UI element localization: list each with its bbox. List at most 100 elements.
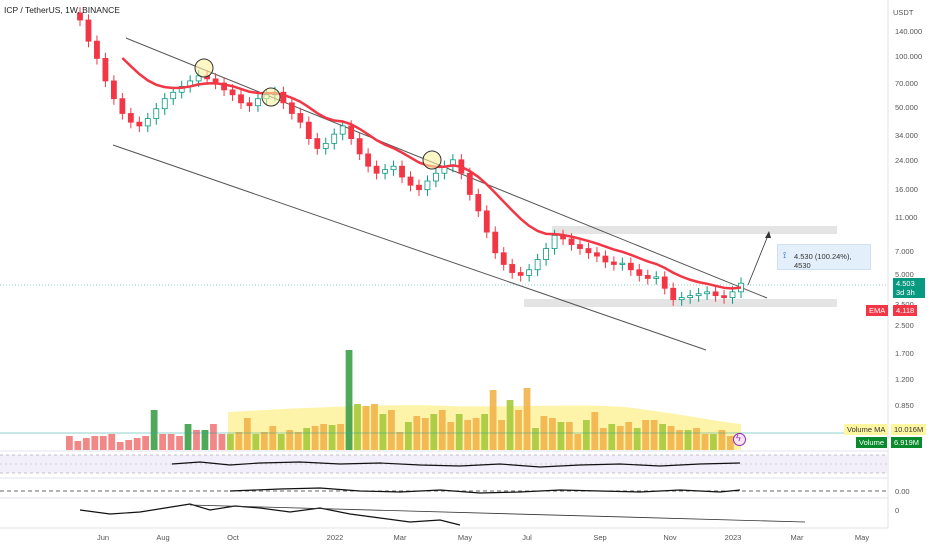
volume-bar [633,428,641,450]
volume-bar [515,410,522,450]
candle-body [704,291,711,295]
highlight-circle [422,150,442,170]
candle-body [636,269,643,276]
volume-bar [320,424,328,450]
candle-body [339,125,346,135]
oscillator2-line [229,487,741,494]
volume-bar [447,422,455,450]
candle-body [153,108,160,119]
volume-bar [345,350,353,450]
candle-body [127,113,134,123]
volume-bar [311,426,319,450]
volume-bar [625,422,633,450]
volume-bar [362,406,370,450]
volume-bar [591,412,599,450]
price-tick: 1.200 [895,375,914,384]
candle-body [314,138,321,149]
volume-bar [676,430,683,450]
measure-arrowhead [765,231,771,238]
volume-bar [354,404,361,450]
volume-bar [116,442,124,450]
price-tick: 5.000 [895,270,914,279]
oscillator1-tick: 0.00 [895,487,910,496]
price-tick: 11.000 [895,213,918,222]
volume-bar [260,432,268,450]
candle-body [399,165,405,178]
volume-bar [455,414,463,450]
candle-body [610,261,617,265]
volume-bar [286,430,294,450]
measure-box[interactable]: ⟟ 4.530 (100.24%), 4530 [777,244,871,270]
symbol-title[interactable]: ICP / TetherUS, 1W, BINANCE [4,5,120,15]
volume-bar [66,436,73,450]
oscillator1-line [171,461,741,468]
time-tick: Oct [227,533,239,542]
candle-body [568,238,575,245]
volume-bar [184,424,192,450]
candle-body [255,98,261,107]
candle-body [297,113,304,123]
highlight-circle [261,87,281,107]
candle-body [110,80,117,100]
candle-body [365,153,372,167]
volume-bar [337,424,344,450]
candle-body [433,172,439,182]
volume-bar [379,414,387,450]
candle-body [653,276,660,279]
volume-bar [99,436,107,450]
volume-bar [176,436,183,450]
candle-body [85,19,92,42]
lightning-icon[interactable]: ϟ [733,433,746,446]
candle-body [619,262,626,265]
candle-body [670,287,677,301]
volume-bar [277,434,285,450]
volume-bar [201,430,209,450]
volume-bar [159,434,166,450]
volume-bar [489,390,497,450]
volume-bar [210,424,217,450]
channel-lower-line [112,144,707,351]
volume-bar [252,434,260,450]
price-tick: 24.000 [895,156,918,165]
candle-body [238,94,244,104]
candle-body [644,275,651,279]
price-tick: 16.000 [895,185,918,194]
measure-arrow [747,232,770,286]
candle-body [94,40,100,59]
volume-bar [243,418,251,450]
volume-bar [472,418,480,450]
price-tick: 0.850 [895,401,914,410]
volume-bar [498,420,505,450]
volume-ma-value: 10.016M [891,424,927,435]
volume-bar [608,424,616,450]
volume-bar [565,422,573,450]
volume-ma-label: Volume MA [844,424,889,435]
volume-bar [464,420,472,450]
volume-bar [303,428,311,450]
volume-bar [388,410,395,450]
volume-bar [532,428,539,450]
candle-body [577,244,583,249]
oscillator3-line [79,503,461,526]
time-tick: Jun [96,533,110,542]
volume-bar [82,438,90,450]
volume-bar [659,424,666,450]
volume-bar [167,434,175,450]
volume-bar [523,388,531,450]
candle-body [144,118,151,127]
time-tick: 2023 [724,533,742,542]
volume-bar [150,410,158,450]
volume-value: 6.919M [891,437,923,448]
candle-body [661,276,668,289]
candle-body [466,172,473,195]
candle-body [543,248,549,260]
candle-body [424,180,431,191]
last-price-value: 4.503 [896,279,915,288]
oscillator3-trendline [189,504,806,523]
volume-bar [74,441,82,450]
support-zone [524,299,837,307]
time-tick: Mar [393,533,407,542]
candle-body [695,293,702,297]
volume-bar [667,426,675,450]
